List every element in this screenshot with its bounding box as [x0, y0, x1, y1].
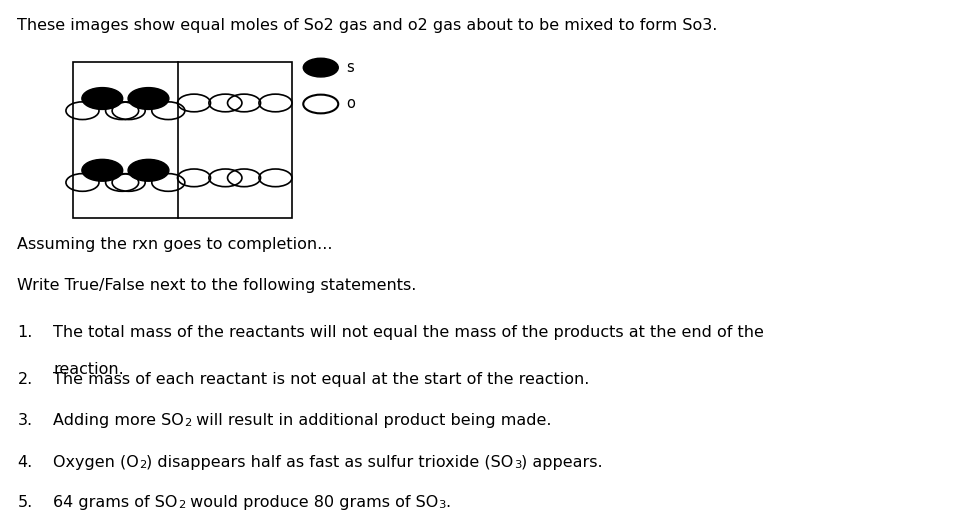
Text: 2.: 2. [17, 372, 33, 387]
Text: 1.: 1. [17, 325, 33, 340]
Text: Assuming the rxn goes to completion...: Assuming the rxn goes to completion... [17, 237, 333, 252]
Text: would produce 80 grams of SO: would produce 80 grams of SO [185, 495, 438, 510]
Text: 64 grams of SO: 64 grams of SO [53, 495, 178, 510]
Text: s: s [346, 60, 354, 75]
Text: Oxygen (O: Oxygen (O [53, 455, 139, 470]
Text: will result in additional product being made.: will result in additional product being … [191, 413, 552, 428]
Text: The total mass of the reactants will not equal the mass of the products at the e: The total mass of the reactants will not… [53, 325, 764, 340]
Text: 3: 3 [438, 500, 446, 510]
Text: These images show equal moles of So2 gas and o2 gas about to be mixed to form So: These images show equal moles of So2 gas… [17, 18, 718, 33]
Text: Adding more SO: Adding more SO [53, 413, 185, 428]
Text: 3: 3 [514, 460, 521, 470]
Text: 2: 2 [139, 460, 147, 470]
Text: .: . [446, 495, 451, 510]
Text: 2: 2 [185, 418, 191, 428]
Text: o: o [346, 97, 355, 111]
Text: The mass of each reactant is not equal at the start of the reaction.: The mass of each reactant is not equal a… [53, 372, 590, 387]
Text: 2: 2 [178, 500, 185, 510]
Text: Write True/False next to the following statements.: Write True/False next to the following s… [17, 278, 417, 293]
Text: ) appears.: ) appears. [521, 455, 603, 470]
Text: 5.: 5. [17, 495, 33, 510]
Text: reaction.: reaction. [53, 362, 124, 378]
Text: 4.: 4. [17, 455, 33, 470]
Text: 3.: 3. [17, 413, 33, 428]
Text: ) disappears half as fast as sulfur trioxide (SO: ) disappears half as fast as sulfur trio… [147, 455, 514, 470]
